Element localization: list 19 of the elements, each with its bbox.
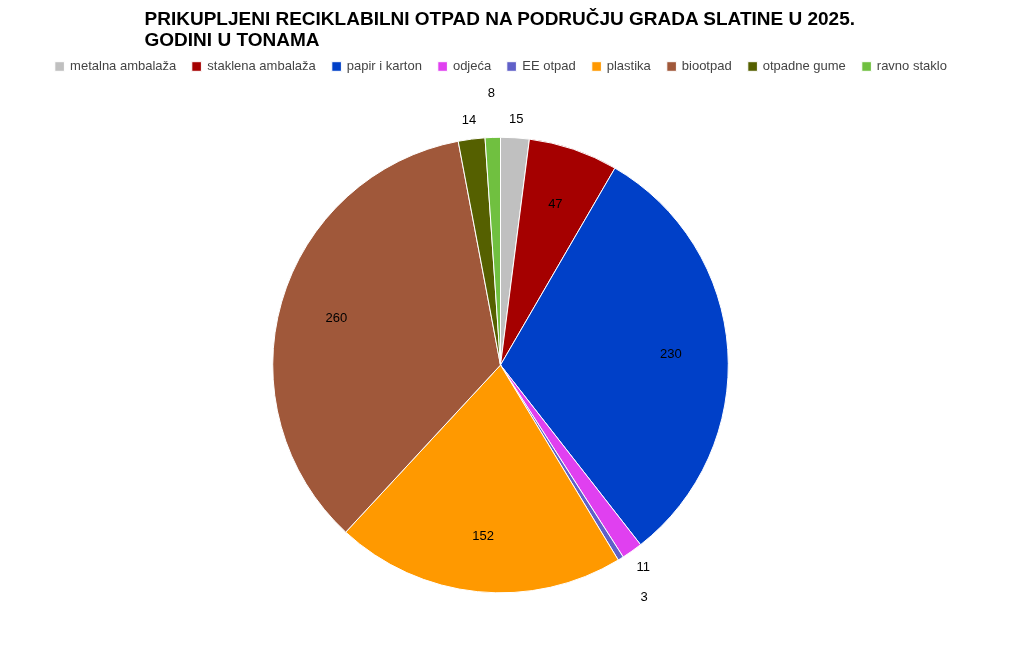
legend-label: metalna ambalaža	[70, 58, 177, 73]
legend-label: staklena ambalaža	[207, 58, 316, 73]
legend-label: papir i karton	[346, 58, 422, 73]
chart-title: PRIKUPLJENI RECIKLABILNI OTPAD NA PODRUČJU GRADA SLATINE U 2025. GODINI U TONAMA	[144, 7, 856, 50]
data-label: 15	[509, 110, 524, 126]
data-label: 14	[461, 112, 477, 128]
legend-label: biootpad	[681, 58, 732, 73]
data-label: 152	[472, 527, 494, 543]
data-label: 230	[660, 345, 682, 361]
legend-label: otpadne gume	[762, 58, 846, 73]
data-label: 3	[640, 588, 648, 604]
data-label: 260	[325, 310, 348, 326]
legend-label: EE otpad	[522, 58, 576, 73]
data-label: 8	[487, 85, 495, 101]
legend-label: odjeća	[452, 58, 492, 73]
legend-label: plastika	[606, 58, 651, 73]
data-label: 47	[548, 195, 563, 211]
data-label: 11	[636, 559, 651, 575]
legend-label: ravno staklo	[876, 58, 947, 73]
